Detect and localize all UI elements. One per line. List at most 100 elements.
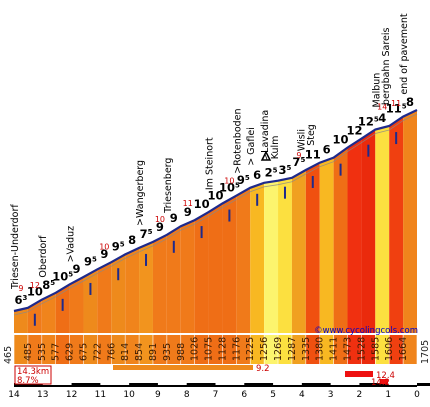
km-tick-label: 1 xyxy=(385,390,391,400)
elevation-label: 1606 xyxy=(384,337,395,361)
elevation-strip-cell xyxy=(403,335,417,364)
profile-segment xyxy=(305,162,320,333)
elevation-strip-cell xyxy=(236,335,251,364)
elevation-label: 722 xyxy=(92,343,103,361)
end-elevation-label: 1705 xyxy=(420,340,430,364)
elevation-strip-cell xyxy=(180,335,195,364)
gradient-bar xyxy=(380,379,388,384)
elevation-label: 1411 xyxy=(329,337,340,361)
grade-label: 9 xyxy=(184,205,192,219)
max-grade-label: 14 xyxy=(377,102,387,111)
profile-segment xyxy=(264,180,279,333)
grade-label: 105 xyxy=(52,269,73,283)
profile-segment xyxy=(41,292,56,333)
place-label: bergbahn Sareis xyxy=(381,27,392,105)
elevation-strip-cell xyxy=(291,335,306,364)
summary-avg-grade: 8.7% xyxy=(17,376,39,386)
elevation-strip-cell xyxy=(361,335,376,364)
grade-label: 63 xyxy=(15,293,28,307)
max-grade-label: 10 xyxy=(99,242,109,251)
km-axis-band xyxy=(417,383,430,386)
elevation-label: 988 xyxy=(176,343,187,361)
elevation-strip-cell xyxy=(319,335,334,364)
grade-label: 10 xyxy=(194,197,210,211)
km-tick-label: 2 xyxy=(357,390,363,400)
place-label: Kulm xyxy=(270,136,281,160)
profile-segment xyxy=(180,220,195,333)
grade-label: 8 xyxy=(128,233,136,247)
grade-label: 6 xyxy=(323,143,331,157)
grade-label: 10 xyxy=(333,133,349,147)
profile-segment xyxy=(139,241,153,333)
grade-label: 85 xyxy=(42,278,55,292)
km-axis-band xyxy=(71,383,101,386)
grade-label: 75 xyxy=(292,155,305,169)
elevation-label: 854 xyxy=(134,343,145,361)
profile-segment xyxy=(194,212,209,333)
elevation-strip-cell xyxy=(222,335,237,364)
km-tick-label: 14 xyxy=(8,390,20,400)
elevation-label: 1473 xyxy=(343,337,354,361)
elevation-label: 766 xyxy=(106,343,117,361)
profile-segment xyxy=(291,169,306,333)
summary-box xyxy=(14,365,52,385)
elevation-label: 1128 xyxy=(217,337,228,361)
elevation-strip-cell xyxy=(347,335,362,364)
elevation-label: 1380 xyxy=(315,337,326,361)
elevation-strip-cell xyxy=(166,335,181,364)
elevation-strip-cell xyxy=(27,335,42,364)
start-elevation-label: 465 xyxy=(3,346,14,364)
elevation-strip-cell xyxy=(41,335,56,364)
profile-segment xyxy=(375,126,390,333)
elevation-strip-cell xyxy=(69,335,84,364)
profile-segment xyxy=(250,182,265,333)
elevation-label: 577 xyxy=(51,343,62,361)
profile-segment xyxy=(333,147,348,333)
elevation-strip-cell xyxy=(389,335,404,364)
grade-label: 95 xyxy=(84,254,97,268)
elevation-label: 1585 xyxy=(370,337,381,361)
elevation-label: 485 xyxy=(23,343,34,361)
grade-label: 125 xyxy=(358,114,379,128)
gradient-bar xyxy=(113,365,253,370)
elevation-label: 935 xyxy=(162,343,173,361)
profile-segment xyxy=(319,157,334,333)
profile-segment xyxy=(152,234,167,333)
elevation-strip-cell xyxy=(305,335,320,364)
place-label: Triesenberg xyxy=(163,158,174,214)
km-tick-label: 12 xyxy=(66,390,77,400)
place-label: Triesen-Underdorf xyxy=(10,204,21,290)
grade-label: 35 xyxy=(279,163,292,177)
profile-outline xyxy=(13,109,418,313)
elevation-label: 629 xyxy=(65,343,76,361)
summit-marker-icon xyxy=(260,150,272,161)
place-label: Im Steinort xyxy=(205,137,216,190)
elevation-strip-cell xyxy=(14,335,28,364)
grade-label: 115 xyxy=(386,102,407,116)
elevation-strip-cell xyxy=(375,335,390,364)
elevation-strip-cell xyxy=(278,335,292,364)
elevation-strip-cell xyxy=(139,335,153,364)
grade-label: 4 xyxy=(378,111,386,125)
elevation-strip-cell xyxy=(250,335,265,364)
place-label: > Gaflei xyxy=(246,127,257,166)
km-axis-band xyxy=(186,383,216,386)
max-grade-label: 11 xyxy=(183,199,193,208)
max-grade-label: 12 xyxy=(30,281,40,290)
place-label: Wisli xyxy=(296,129,307,151)
km-tick-label: 7 xyxy=(213,390,219,400)
km-axis-band xyxy=(129,383,158,386)
profile-segment xyxy=(278,177,292,333)
elevation-label: 1269 xyxy=(273,337,284,361)
grade-label: 75 xyxy=(140,227,153,241)
grade-label: 12 xyxy=(346,124,362,138)
gradient-bar-label: 12.4 xyxy=(376,371,395,381)
grade-label: 95 xyxy=(112,239,125,253)
profile-segment xyxy=(69,276,84,333)
elevation-label: 891 xyxy=(148,343,159,361)
km-tick-label: 11 xyxy=(95,390,106,400)
elevation-label: 535 xyxy=(37,343,48,361)
elevation-label: 1664 xyxy=(398,337,409,361)
km-tick-label: 6 xyxy=(241,390,247,400)
